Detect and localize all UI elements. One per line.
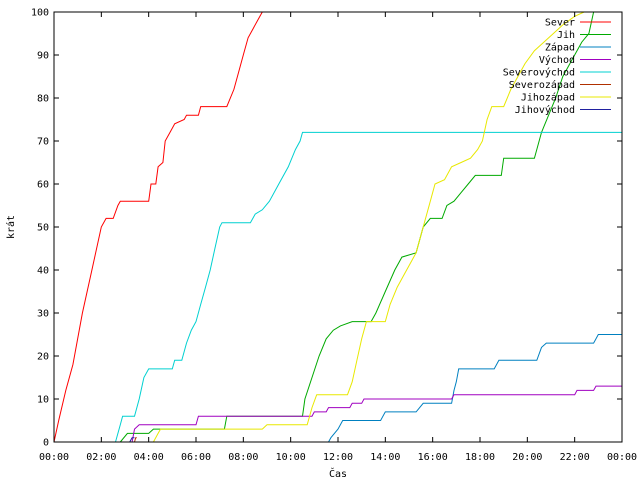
x-tick-label: 06:00	[181, 452, 211, 463]
series-line	[129, 437, 135, 443]
series-line	[328, 334, 622, 443]
series-line	[115, 131, 622, 443]
legend-label: Sever	[545, 18, 575, 29]
legend-label: Jih	[557, 30, 575, 41]
y-tick-label: 100	[31, 8, 49, 19]
y-tick-label: 10	[37, 395, 49, 406]
y-tick-label: 0	[43, 438, 49, 449]
y-axis-label: krát	[5, 215, 17, 239]
plot-series	[53, 11, 622, 443]
legend-label: Severozápad	[509, 79, 575, 91]
series-line	[152, 11, 585, 443]
x-tick-label: 20:00	[512, 452, 542, 463]
x-tick-label: 00:00	[39, 452, 69, 463]
x-tick-label: 12:00	[323, 452, 353, 463]
legend-label: Jihozápad	[521, 92, 575, 104]
y-tick-label: 80	[37, 94, 49, 105]
x-tick-label: 22:00	[560, 452, 590, 463]
x-tick-label: 04:00	[134, 452, 164, 463]
series-line	[131, 385, 622, 443]
x-tick-label: 18:00	[465, 452, 495, 463]
legend-label: Severovýchod	[503, 67, 575, 79]
x-axis-label: Čas	[329, 467, 347, 480]
x-tick-label: 00:00	[607, 452, 637, 463]
y-tick-label: 50	[37, 223, 49, 234]
legend-label: Západ	[545, 42, 575, 54]
y-tick-label: 70	[37, 137, 49, 148]
legend-label: Jihovýchod	[515, 104, 575, 116]
y-tick-label: 20	[37, 352, 49, 363]
y-tick-label: 90	[37, 51, 49, 62]
x-tick-label: 08:00	[228, 452, 258, 463]
x-tick-label: 02:00	[86, 452, 116, 463]
axis-ticks: 00:00 02:00 04:00 06:00 08:00 10:00 12:00 14:00…	[31, 8, 637, 464]
y-tick-label: 30	[37, 309, 49, 320]
series-line	[134, 437, 137, 443]
y-tick-label: 60	[37, 180, 49, 191]
legend: SeverJihZápadVýchodSeverovýchodSeverozáp…	[503, 18, 611, 116]
x-tick-label: 16:00	[418, 452, 448, 463]
x-tick-label: 14:00	[370, 452, 400, 463]
series-line	[53, 11, 263, 443]
legend-label: Východ	[539, 54, 575, 66]
y-tick-label: 40	[37, 266, 49, 277]
x-tick-label: 10:00	[276, 452, 306, 463]
